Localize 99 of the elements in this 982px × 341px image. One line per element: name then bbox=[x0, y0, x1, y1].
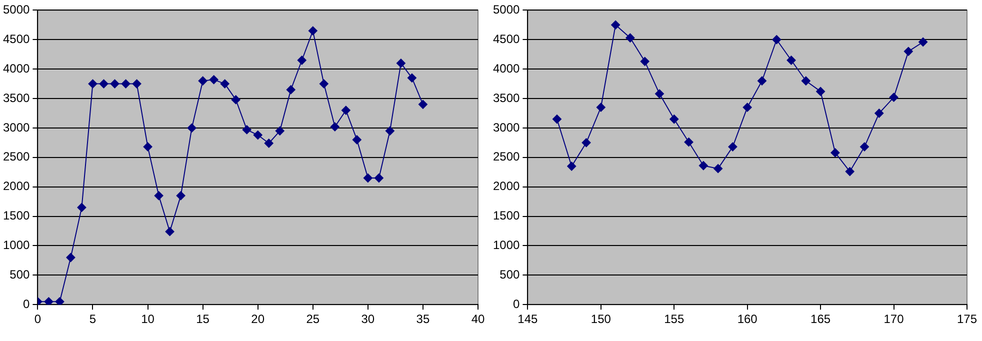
point bbox=[253, 130, 262, 140]
point bbox=[670, 114, 679, 124]
y-tick-label: 2500 bbox=[492, 150, 520, 164]
point bbox=[845, 167, 854, 176]
point bbox=[816, 86, 826, 96]
point bbox=[684, 138, 694, 147]
y-tick-label: 4000 bbox=[492, 61, 520, 76]
x-tick-label: 0 bbox=[34, 312, 42, 326]
x-tick-label: 165 bbox=[810, 312, 831, 326]
point bbox=[801, 76, 810, 86]
point bbox=[121, 79, 130, 88]
point bbox=[319, 79, 328, 88]
x-tick-label: 40 bbox=[471, 312, 485, 326]
y-tick-label: 0 bbox=[23, 296, 30, 311]
point bbox=[143, 142, 152, 152]
point bbox=[132, 79, 142, 88]
point bbox=[728, 142, 738, 152]
y-tick-label: 2000 bbox=[2, 179, 30, 194]
point bbox=[654, 89, 664, 98]
point bbox=[187, 123, 196, 132]
x-tick-label: 10 bbox=[141, 312, 155, 326]
point bbox=[242, 125, 252, 134]
point bbox=[374, 174, 384, 183]
point bbox=[352, 135, 362, 144]
point bbox=[286, 85, 296, 94]
point bbox=[714, 164, 723, 174]
y-tick-label: 3500 bbox=[2, 90, 30, 105]
x-tick-label: 175 bbox=[956, 312, 978, 326]
y-tick-label: 1500 bbox=[2, 208, 30, 223]
y-tick-label: 3500 bbox=[492, 90, 520, 105]
point bbox=[889, 92, 898, 102]
x-tick-label: 35 bbox=[416, 312, 430, 326]
point bbox=[231, 95, 240, 104]
y-tick-label: 4500 bbox=[492, 32, 520, 46]
point bbox=[698, 161, 708, 170]
point bbox=[407, 73, 416, 82]
x-tick-label: 20 bbox=[251, 312, 265, 326]
y-tick-label: 500 bbox=[10, 267, 30, 282]
x-tick-label: 5 bbox=[89, 312, 96, 326]
point bbox=[904, 46, 913, 56]
point bbox=[626, 33, 635, 42]
point bbox=[99, 79, 108, 88]
x-tick-label: 25 bbox=[306, 312, 320, 326]
y-tick-label: 4000 bbox=[2, 61, 30, 76]
point bbox=[198, 76, 208, 86]
point bbox=[363, 174, 372, 183]
point bbox=[860, 142, 869, 152]
y-tick-label: 3000 bbox=[492, 120, 520, 134]
point bbox=[341, 106, 350, 115]
x-tick-label: 145 bbox=[518, 312, 538, 326]
x-tick-label: 155 bbox=[664, 312, 684, 326]
point bbox=[567, 162, 576, 171]
y-tick-label: 5000 bbox=[2, 2, 30, 17]
y-tick-label: 500 bbox=[500, 267, 520, 282]
point bbox=[77, 202, 86, 212]
point bbox=[209, 75, 218, 84]
point bbox=[330, 122, 340, 132]
y-tick-label: 0 bbox=[513, 296, 520, 311]
point bbox=[786, 56, 796, 65]
point bbox=[55, 297, 64, 305]
point bbox=[110, 79, 120, 88]
point bbox=[874, 108, 884, 118]
y-tick-label: 5000 bbox=[492, 2, 520, 17]
y-tick-label: 1000 bbox=[492, 238, 520, 252]
y-tick-label: 2500 bbox=[2, 150, 30, 164]
point bbox=[757, 76, 766, 86]
point bbox=[44, 297, 54, 305]
point bbox=[264, 138, 274, 148]
point bbox=[66, 252, 76, 262]
point bbox=[88, 79, 98, 88]
x-tick-label: 30 bbox=[361, 312, 375, 326]
point bbox=[611, 20, 620, 30]
point bbox=[385, 126, 394, 136]
x-tick-label: 150 bbox=[590, 312, 612, 326]
point bbox=[742, 102, 752, 112]
x-tick-label: 170 bbox=[884, 312, 904, 326]
point bbox=[552, 114, 562, 124]
y-tick-label: 1000 bbox=[2, 238, 30, 252]
y-tick-label: 2000 bbox=[492, 179, 520, 194]
y-tick-label: 3000 bbox=[2, 120, 30, 134]
point bbox=[396, 58, 406, 68]
point bbox=[640, 56, 650, 66]
point bbox=[830, 148, 840, 158]
point bbox=[596, 102, 606, 112]
point bbox=[582, 138, 591, 148]
point bbox=[275, 126, 284, 136]
point bbox=[772, 35, 782, 44]
point bbox=[918, 37, 928, 46]
point bbox=[308, 26, 318, 36]
point bbox=[165, 227, 174, 236]
point bbox=[154, 191, 164, 200]
point bbox=[418, 100, 428, 109]
x-tick-label: 160 bbox=[737, 312, 758, 326]
y-tick-label: 4500 bbox=[2, 32, 30, 46]
point bbox=[220, 79, 230, 88]
y-tick-label: 1500 bbox=[492, 208, 520, 223]
x-tick-label: 15 bbox=[196, 312, 210, 326]
point bbox=[176, 191, 186, 200]
point bbox=[297, 56, 306, 65]
